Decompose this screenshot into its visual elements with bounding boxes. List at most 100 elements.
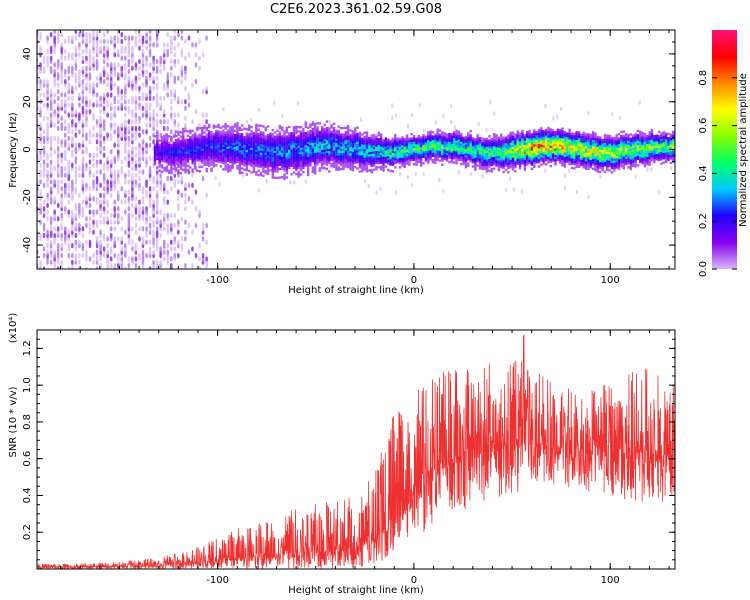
spectrogram-cell	[113, 129, 117, 135]
spectrogram-cell	[589, 157, 592, 160]
spectrogram-cell	[184, 206, 187, 212]
spectrogram-cell	[174, 143, 178, 146]
spectrogram-cell	[85, 109, 88, 115]
spectrogram-cell	[391, 157, 395, 160]
spectrogram-cell	[469, 151, 472, 154]
spectrogram-cell	[335, 162, 338, 165]
spectrogram-cell	[436, 132, 439, 136]
spectrogram-cell	[344, 126, 347, 129]
spectrogram-cell	[537, 154, 541, 158]
spectrogram-cell	[138, 253, 141, 259]
spectrogram-cell	[180, 192, 184, 198]
spectrogram-cell	[528, 144, 531, 148]
spectrogram-cell	[455, 134, 458, 137]
spectrogram-cell	[200, 146, 204, 149]
spectrogram-cell	[285, 154, 289, 158]
spectrogram-cell	[120, 226, 124, 232]
spectrogram-cell	[528, 133, 531, 137]
spectrogram-cell	[180, 176, 184, 182]
spectrogram-cell	[193, 142, 197, 146]
spectrogram-cell	[233, 142, 237, 145]
spectrogram-cell	[92, 253, 95, 259]
spectrogram-cell	[292, 143, 296, 146]
spectrogram-cell	[370, 162, 373, 165]
spectrogram-cell	[252, 157, 256, 161]
spectrogram-cell	[262, 161, 265, 165]
spectrogram-cell	[460, 147, 463, 151]
spectrogram-cell	[370, 134, 373, 137]
spectrogram-cell	[231, 134, 234, 137]
spectrogram-cell	[196, 146, 199, 149]
spectrogram-cell	[599, 142, 602, 146]
spectrogram-cell	[441, 137, 444, 141]
spectrogram-cell	[502, 153, 505, 157]
spectrogram-cell	[544, 130, 548, 134]
spectrogram-cell	[266, 157, 270, 160]
spectrogram-cell	[445, 146, 449, 149]
spectrogram-cell	[476, 144, 479, 148]
spectrogram-cell	[172, 156, 176, 160]
spectrogram-cell	[205, 129, 209, 132]
spectrogram-cell	[405, 136, 409, 140]
spectrogram-cell	[356, 143, 359, 147]
spectrogram-cell	[295, 159, 298, 163]
spectrogram-cell	[313, 170, 317, 173]
spectrogram-cell	[245, 147, 249, 150]
spectrogram-cell	[577, 156, 581, 160]
spectrogram-cell	[476, 147, 479, 150]
spectrogram-cell	[173, 112, 177, 118]
spectrogram-cell	[591, 143, 595, 147]
spectrogram-cell	[427, 141, 430, 145]
spectrogram-cell	[332, 133, 336, 136]
spectrogram-cell	[335, 151, 338, 154]
spectrogram-cell	[271, 143, 274, 147]
spectrogram-cell	[49, 135, 53, 142]
spectrogram-cell	[394, 148, 397, 152]
spectrogram-cell	[575, 159, 578, 162]
spectrogram-cell	[226, 150, 230, 154]
spectrogram-cell	[53, 92, 56, 98]
spectrogram-cell	[431, 148, 435, 151]
spectrogram-cell	[460, 154, 463, 157]
spectrogram-cell	[547, 154, 550, 158]
spectrogram-cell	[514, 165, 517, 169]
spectrogram-cell	[248, 143, 251, 147]
spectrogram-cell	[74, 109, 78, 115]
spectrogram-cell	[495, 136, 498, 139]
spectrogram-cell	[328, 133, 331, 137]
spectrogram-cell	[382, 143, 385, 147]
spectrogram-cell	[169, 72, 173, 78]
spectrogram-cell	[292, 147, 296, 150]
spectrogram-cell	[71, 242, 74, 249]
spectrogram-cell	[394, 159, 397, 163]
spectrogram-cell	[372, 134, 376, 137]
spectrogram-cell	[361, 161, 364, 164]
spectrogram-cell	[299, 138, 303, 142]
spectrogram-cell	[342, 154, 345, 158]
spectrogram-cell	[248, 126, 251, 130]
spectrogram-cell	[257, 141, 260, 144]
spectrogram-cell	[462, 151, 465, 155]
spectrogram-cell	[568, 150, 571, 153]
spectrogram-cell	[394, 151, 397, 154]
spectrogram-cell	[212, 163, 216, 166]
spectrogram-cell	[306, 154, 310, 157]
spectrogram-cell	[311, 151, 315, 154]
spectrogram-cell	[295, 138, 298, 141]
spectrogram-cell	[173, 58, 177, 65]
spectrogram-cell	[163, 160, 166, 163]
spectrogram-cell	[155, 216, 159, 222]
spectrogram-cell	[530, 135, 534, 138]
spectrogram-cell	[549, 151, 552, 155]
spectrogram-cell	[46, 202, 49, 209]
spectrogram-cell	[533, 137, 536, 141]
spectrogram-cell	[523, 138, 527, 141]
spectrogram-cell	[351, 136, 355, 140]
spectrogram-cell	[349, 155, 352, 158]
spectrogram-cell	[290, 132, 293, 135]
spectrogram-cell	[544, 139, 548, 142]
spectrogram-cell	[321, 166, 324, 170]
spectrogram-cell	[401, 140, 404, 143]
spectrogram-cell	[265, 179, 268, 184]
spectrogram-cell	[502, 136, 505, 139]
